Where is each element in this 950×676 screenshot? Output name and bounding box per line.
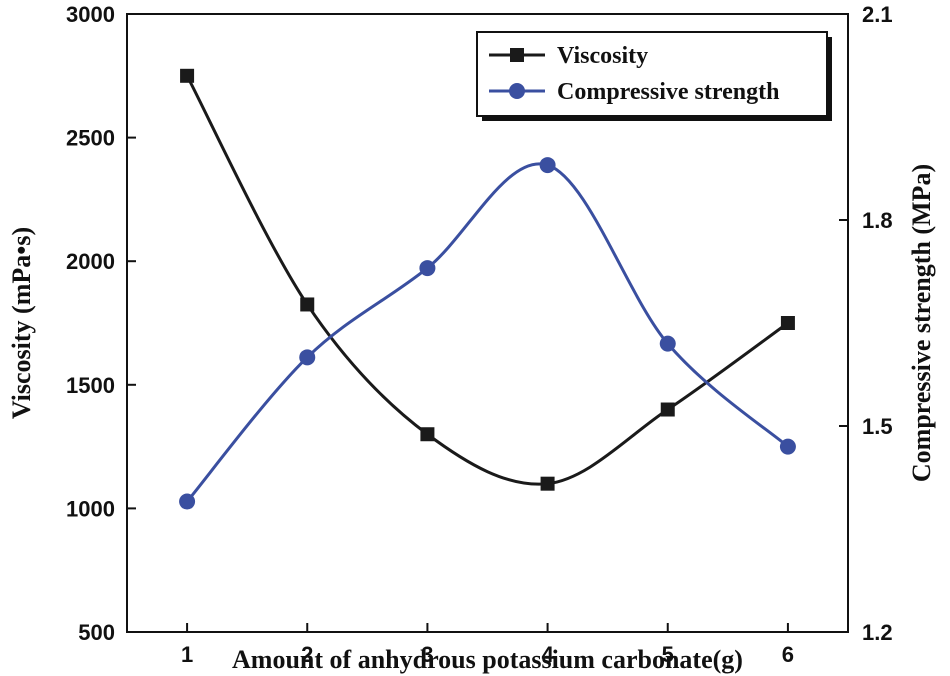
y-left-tick-label: 2000 — [66, 249, 115, 274]
data-point-compressive-strength — [659, 335, 676, 352]
data-point-compressive-strength — [179, 493, 196, 510]
data-point-viscosity — [300, 297, 315, 312]
data-point-compressive-strength — [539, 157, 556, 174]
x-tick-label: 2 — [301, 642, 313, 667]
x-tick-label: 4 — [541, 642, 554, 667]
x-tick-label: 3 — [421, 642, 433, 667]
legend-box — [476, 31, 828, 117]
y-right-tick-label: 1.2 — [862, 620, 893, 645]
data-point-compressive-strength — [779, 438, 796, 455]
legend-label-compressive-strength: Compressive strength — [557, 79, 779, 105]
data-point-viscosity — [540, 476, 555, 491]
legend-marker-compressive-strength — [509, 83, 525, 99]
legend-label-viscosity: Viscosity — [557, 43, 648, 69]
data-point-compressive-strength — [299, 349, 316, 366]
legend: Viscosity Compressive strength — [476, 31, 832, 121]
data-point-viscosity — [420, 427, 435, 442]
y-left-tick-label: 1000 — [66, 496, 115, 521]
data-point-compressive-strength — [419, 260, 436, 277]
y-right-tick-label: 2.1 — [862, 2, 893, 27]
data-point-viscosity — [780, 316, 795, 330]
data-point-viscosity — [180, 68, 195, 83]
y-right-axis-title: Compressive strength (MPa) — [907, 164, 936, 482]
y-right-tick-label: 1.8 — [862, 208, 893, 233]
y-left-tick-label: 1500 — [66, 373, 115, 398]
data-point-viscosity — [660, 402, 675, 417]
ticks-layer: 500 1000 1500 2000 2500 3000 1.2 1.5 1.8 2.1 1 2 3 4 5… — [66, 2, 893, 667]
x-tick-label: 5 — [662, 642, 674, 667]
series-line-viscosity — [185, 75, 789, 486]
x-tick-label: 6 — [782, 642, 794, 667]
x-axis-title: Amount of anhydrous potassium carbonate(… — [232, 645, 743, 674]
y-left-tick-label: 500 — [78, 620, 115, 645]
series-line-compressive-strength — [185, 162, 789, 503]
plot-frame — [126, 13, 849, 633]
y-right-tick-label: 1.5 — [862, 414, 893, 439]
y-left-tick-label: 2500 — [66, 126, 115, 151]
x-tick-label: 1 — [181, 642, 193, 667]
y-left-axis-title: Viscosity (mPa•s) — [7, 227, 36, 419]
legend-marker-viscosity — [510, 48, 524, 62]
series-layer — [179, 68, 796, 510]
y-left-tick-label: 3000 — [66, 2, 115, 27]
